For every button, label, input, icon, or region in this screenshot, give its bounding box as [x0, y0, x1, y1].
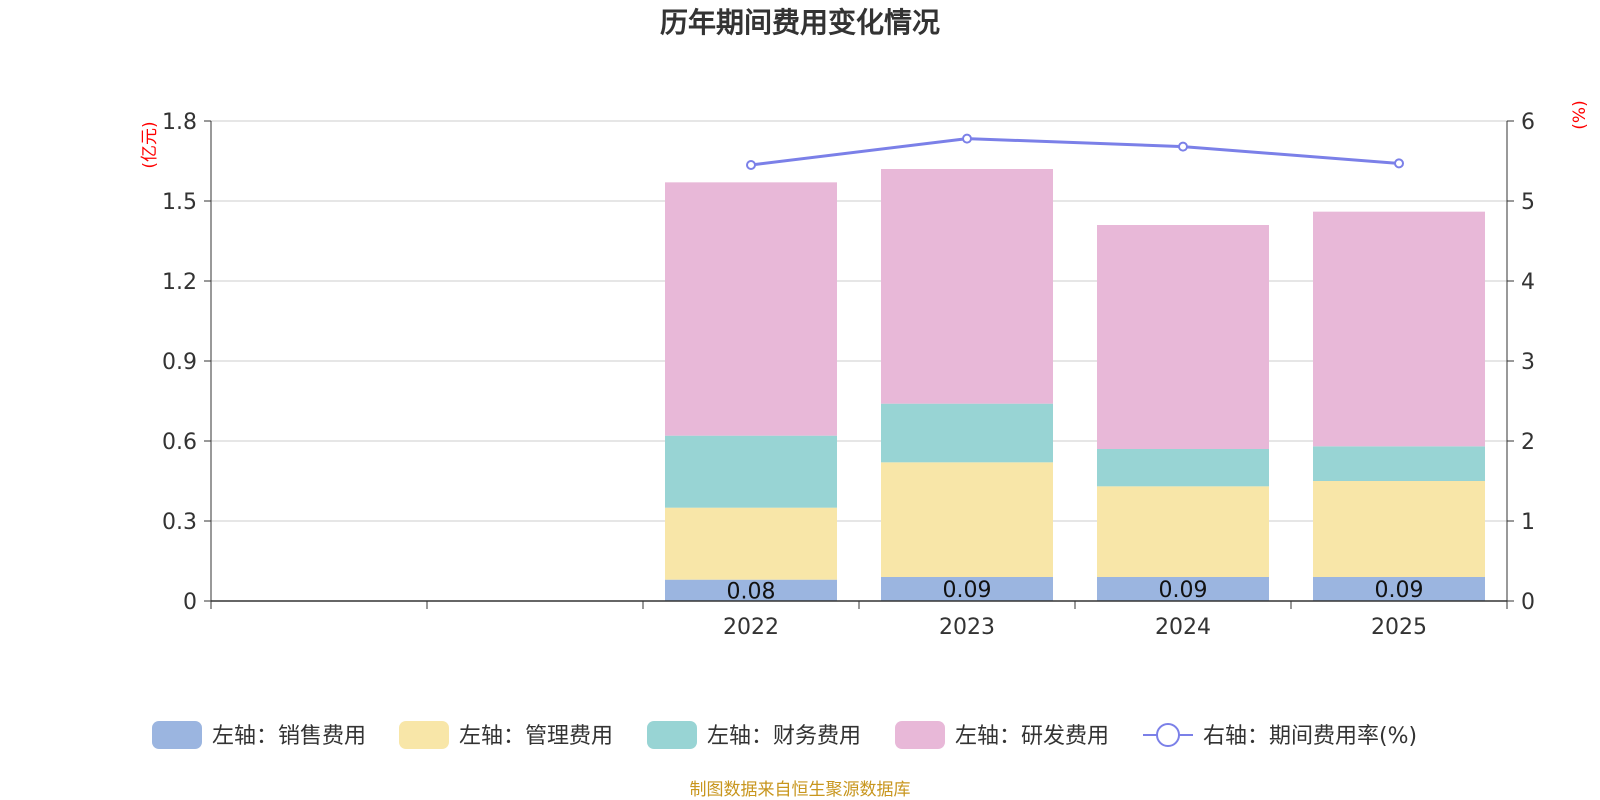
line-layer — [746, 133, 1404, 170]
x-tick-label: 2022 — [723, 615, 779, 640]
x-tick-label: 2024 — [1155, 615, 1211, 640]
labels-layer: 0.08 0.09 0.09 0.09 — [727, 578, 1424, 604]
left-tick-label: 1.2 — [162, 270, 197, 295]
legend-label: 左轴：管理费用 — [459, 724, 613, 749]
legend-label: 左轴：销售费用 — [212, 724, 366, 749]
right-tick-label: 2 — [1521, 430, 1535, 455]
bar-segment — [881, 169, 1053, 404]
bar-segment — [881, 403, 1053, 463]
legend-label: 右轴：期间费用率(%) — [1203, 724, 1417, 749]
bar-segment — [1097, 577, 1269, 601]
chart-title: 历年期间费用变化情况 — [660, 6, 940, 39]
bar-segment — [1097, 486, 1269, 577]
bar-data-label: 0.09 — [1375, 578, 1424, 603]
x-tick-label: 2023 — [939, 615, 995, 640]
axes-layer: 0 0.3 0.6 0.9 1.2 1.5 1.8 0 1 2 3 4 5 6 2022 2023 2024 20… — [162, 110, 1535, 640]
legend-swatch — [152, 721, 202, 749]
legend-swatch — [647, 721, 697, 749]
legend: 左轴：销售费用 左轴：管理费用 左轴：财务费用 左轴：研发费用 右轴：期间费用率(%) — [152, 721, 1417, 749]
bar-segment — [665, 579, 837, 601]
bar-data-label: 0.09 — [943, 578, 992, 603]
expense-rate-point — [962, 133, 972, 144]
bar-segment — [1313, 577, 1485, 601]
bar-segment — [665, 507, 837, 580]
right-axis-unit: (%) — [1570, 100, 1590, 129]
bar-segment — [1313, 446, 1485, 481]
bar-segment — [1097, 225, 1269, 449]
bars-layer — [665, 169, 1485, 601]
legend-label: 左轴：财务费用 — [707, 724, 861, 749]
legend-marker — [1156, 723, 1180, 747]
bar-segment — [1097, 449, 1269, 487]
legend-label: 左轴：研发费用 — [955, 724, 1109, 749]
bar-segment — [881, 577, 1053, 601]
right-tick-label: 4 — [1521, 270, 1535, 295]
expense-rate-point — [1394, 158, 1404, 169]
left-tick-label: 0 — [183, 590, 197, 615]
right-tick-label: 5 — [1521, 190, 1535, 215]
expense-rate-point — [746, 160, 756, 170]
bar-data-label: 0.08 — [727, 579, 776, 604]
right-tick-label: 0 — [1521, 590, 1535, 615]
right-tick-label: 3 — [1521, 350, 1535, 375]
bar-segment — [1313, 481, 1485, 577]
legend-swatch — [399, 721, 449, 749]
bar-data-label: 0.09 — [1159, 578, 1208, 603]
data-source-note: 制图数据来自恒生聚源数据库 — [690, 780, 911, 800]
bar-segment — [665, 435, 837, 508]
grid-layer — [211, 120, 1507, 522]
right-tick-label: 1 — [1521, 510, 1535, 535]
x-tick-label: 2025 — [1371, 615, 1427, 640]
expense-rate-line — [750, 137, 1400, 167]
expense-rate-point — [1178, 141, 1188, 152]
left-tick-label: 0.9 — [162, 350, 197, 375]
left-tick-label: 1.8 — [162, 110, 197, 135]
right-tick-label: 6 — [1521, 110, 1535, 135]
bar-segment — [881, 462, 1053, 577]
left-tick-label: 0.6 — [162, 430, 197, 455]
left-axis-unit: (亿元) — [140, 121, 160, 168]
bar-segment — [1313, 211, 1485, 447]
legend-swatch — [895, 721, 945, 749]
bar-segment — [665, 182, 837, 436]
left-tick-label: 1.5 — [162, 190, 197, 215]
left-tick-label: 0.3 — [162, 510, 197, 535]
